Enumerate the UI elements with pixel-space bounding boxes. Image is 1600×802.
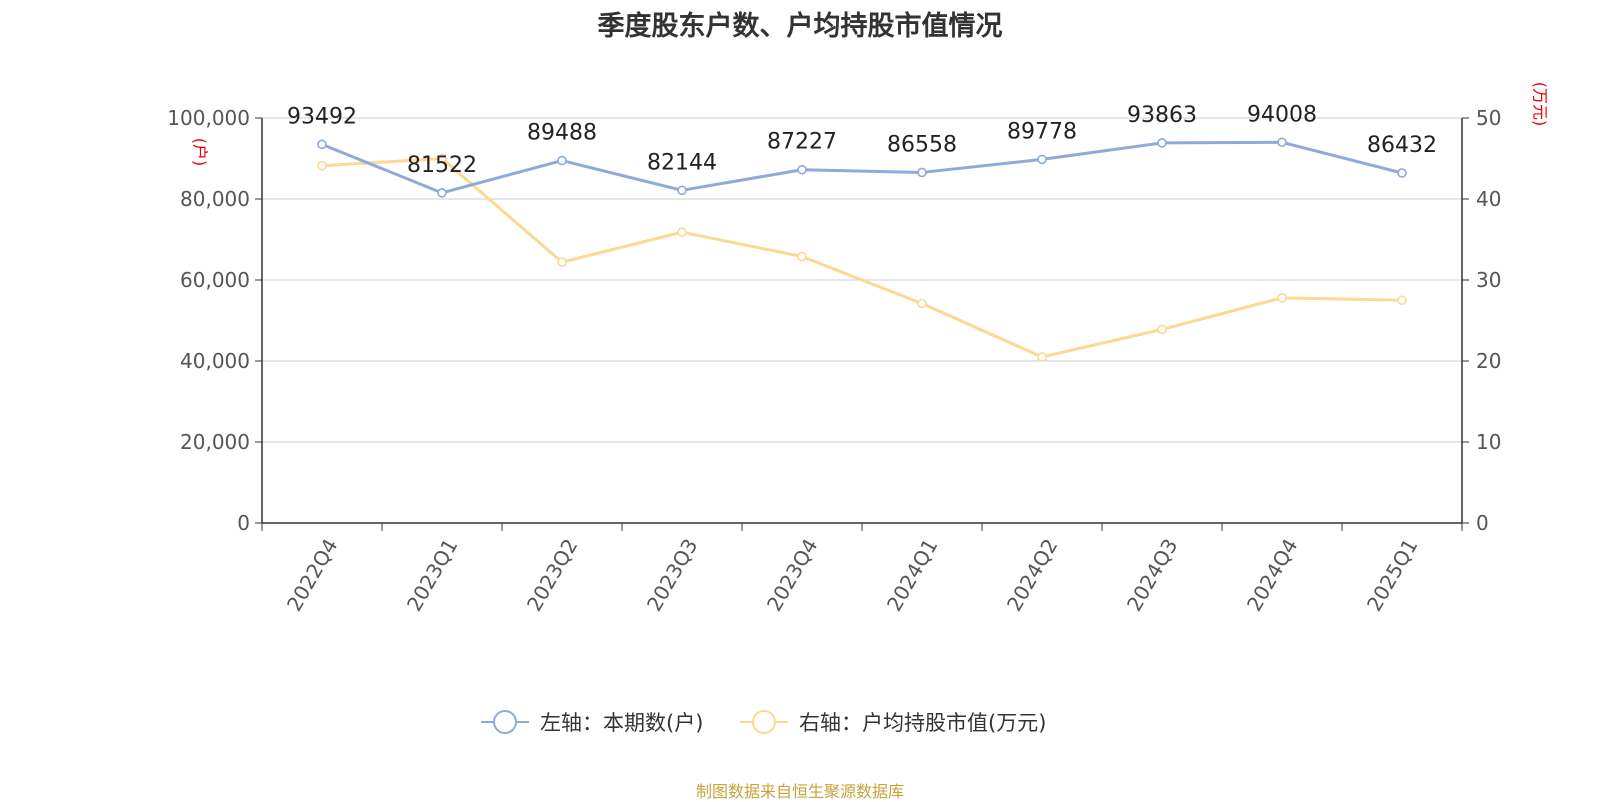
legend-label-left: 左轴：本期数(户)	[540, 711, 703, 735]
right-series-point	[677, 227, 687, 238]
right-tick-label: 30	[1476, 268, 1501, 292]
x-tick-label: 2022Q4	[282, 535, 342, 616]
series-right	[317, 153, 1407, 362]
right-series-point	[917, 298, 927, 309]
data-label: 94008	[1247, 102, 1317, 127]
left-series-point	[917, 167, 927, 178]
x-tick-label: 2023Q4	[762, 535, 822, 616]
legend: 左轴：本期数(户) 右轴：户均持股市值(万元)	[481, 710, 1046, 735]
data-label: 81522	[407, 153, 477, 178]
x-tick-label: 2024Q4	[1242, 535, 1302, 616]
right-series-point	[1277, 293, 1287, 303]
x-axis-ticks: 2022Q4 2023Q1 2023Q2 2023Q3 2023Q4 2024Q1 2024…	[261, 523, 1463, 616]
left-tick-label: 40,000	[180, 349, 250, 373]
left-series-point	[1037, 154, 1047, 165]
x-tick-label: 2024Q1	[882, 535, 942, 616]
left-tick-label: 80,000	[180, 187, 250, 211]
left-axis-ticks: 0 20,000 40,000 60,000 80,000 100,000	[167, 106, 262, 535]
left-series-point	[557, 155, 567, 166]
left-series-point	[1277, 137, 1287, 148]
right-series-point	[557, 257, 567, 267]
legend-marker-left	[493, 710, 517, 734]
chart-title: 季度股东户数、户均持股市值情况	[597, 11, 1003, 42]
x-tick-label: 2024Q3	[1122, 535, 1182, 616]
legend-item-right[interactable]: 右轴：户均持股市值(万元)	[740, 710, 1046, 735]
right-series-point	[797, 251, 807, 262]
data-labels: 93492 81522 89488 82144 87227 86558 89778 93863…	[287, 102, 1437, 178]
left-series-point	[317, 139, 327, 150]
right-series-point	[437, 153, 447, 164]
data-label: 86558	[887, 132, 957, 157]
axes	[261, 118, 1463, 524]
data-label: 89778	[1007, 119, 1077, 144]
left-series-point	[677, 185, 687, 196]
legend-label-right: 右轴：户均持股市值(万元)	[799, 711, 1046, 735]
right-tick-label: 10	[1476, 430, 1501, 454]
left-series-point	[1157, 138, 1167, 148]
left-tick-label: 60,000	[180, 268, 250, 292]
right-tick-label: 20	[1476, 349, 1501, 373]
left-tick-label: 0	[237, 511, 250, 535]
legend-item-left[interactable]: 左轴：本期数(户)	[481, 710, 703, 735]
x-tick-label: 2025Q1	[1362, 535, 1422, 616]
right-tick-label: 0	[1476, 511, 1489, 535]
data-label: 93492	[287, 104, 357, 129]
right-axis-unit: (万元)	[1530, 82, 1549, 127]
x-tick-label: 2024Q2	[1002, 535, 1062, 616]
source-note: 制图数据来自恒生聚源数据库	[695, 782, 904, 801]
data-label: 93863	[1127, 103, 1197, 128]
data-label: 89488	[527, 121, 597, 146]
x-tick-label: 2023Q2	[522, 535, 582, 616]
right-series-point	[1157, 324, 1167, 335]
right-series-point	[1397, 295, 1407, 306]
left-tick-label: 100,000	[167, 106, 250, 130]
right-axis-ticks: 0 10 20 30 40 50	[1462, 106, 1501, 535]
series-left	[317, 137, 1407, 198]
data-label: 87227	[767, 130, 837, 155]
x-tick-label: 2023Q3	[642, 535, 702, 616]
left-series-point	[797, 164, 807, 175]
left-series-point	[437, 188, 447, 198]
left-series-point	[1397, 168, 1407, 178]
right-tick-label: 50	[1476, 106, 1501, 130]
right-tick-label: 40	[1476, 187, 1501, 211]
right-series-point	[317, 160, 327, 171]
left-tick-label: 20,000	[180, 430, 250, 454]
legend-marker-right	[752, 710, 776, 734]
right-series-line	[321, 157, 1403, 359]
left-axis-unit: (户)	[190, 138, 209, 167]
data-label: 82144	[647, 150, 717, 175]
data-label: 86432	[1367, 133, 1437, 158]
left-series-line	[321, 140, 1403, 195]
right-series-point	[1037, 352, 1047, 362]
x-tick-label: 2023Q1	[402, 535, 462, 616]
